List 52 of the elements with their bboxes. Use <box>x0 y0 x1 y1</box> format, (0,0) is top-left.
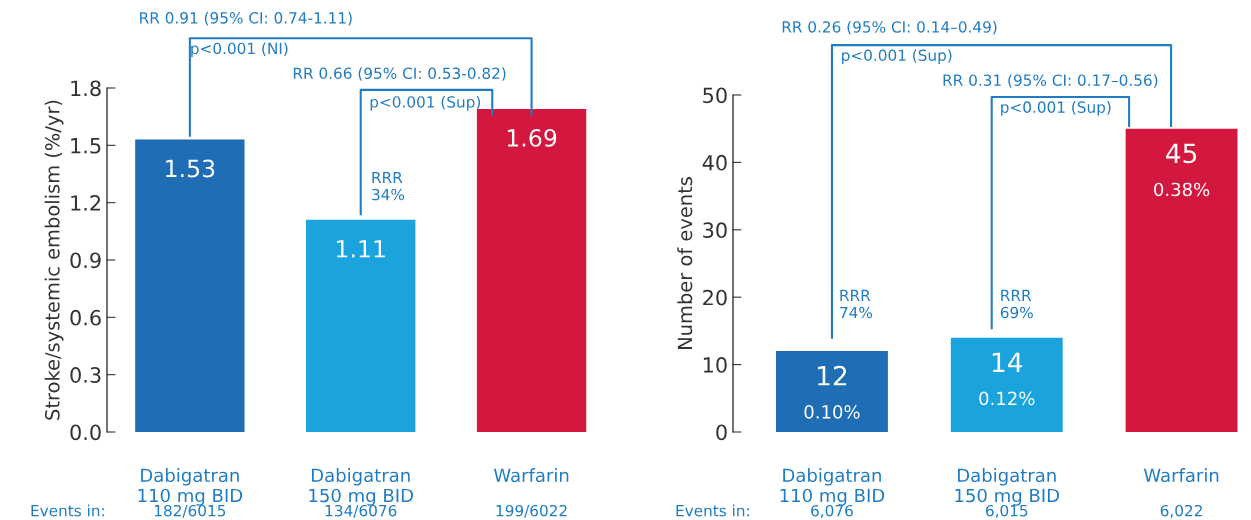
annotation: RRR 74% <box>840 289 873 319</box>
annotation: RRR 69% <box>1000 289 1033 319</box>
y-tick-label: 20 <box>703 289 727 306</box>
y-tick-label: 1.5 <box>71 138 101 154</box>
x-tick-label: Dabigatran 110 mg BID <box>780 468 885 506</box>
text: 134/6076 <box>325 504 397 518</box>
data-label: 45 0.38% <box>1154 143 1210 197</box>
y-axis-title: Number of events <box>677 177 693 349</box>
text: p<0.001 (NI) <box>191 42 288 58</box>
y-tick-label: 30 <box>703 222 727 239</box>
x-tick-label: Dabigatran 110 mg BID <box>138 468 243 506</box>
text: 6,076 <box>811 504 853 518</box>
y-tick-label: 10 <box>703 357 727 373</box>
data-label: 12 0.10% <box>804 365 860 419</box>
data-label: 1.69 <box>507 128 557 147</box>
bar <box>1125 128 1238 432</box>
data-label: 1.53 <box>166 159 215 178</box>
text: RR 0.66 (95% CI: 0.53-0.82) <box>293 67 506 81</box>
text: 6,015 <box>985 504 1028 518</box>
y-tick-label: 1.2 <box>71 195 101 211</box>
y-tick-label: 0.3 <box>70 367 101 383</box>
bar <box>950 337 1063 432</box>
annotation: p<0.001 (Sup) <box>1001 101 1111 116</box>
text: 199/6022 <box>496 504 567 518</box>
y-tick-label: 50 <box>703 87 727 104</box>
y-tick-label: 0.0 <box>70 424 101 441</box>
y-tick-label: 1.8 <box>71 80 101 97</box>
x-tick-label: Warfarin <box>493 468 569 483</box>
y-tick-label: 0.6 <box>70 309 101 326</box>
text: 6,022 <box>1160 504 1202 518</box>
text: RR 0.26 (95% CI: 0.14–0.49) <box>782 20 997 35</box>
text: Events in: <box>676 504 749 517</box>
bar <box>776 351 888 432</box>
annotation: p<0.001 (Sup) <box>370 95 481 111</box>
bar <box>135 139 245 432</box>
data-label: 14 0.12% <box>979 352 1035 406</box>
y-tick-label: 40 <box>702 154 727 171</box>
text: 182/6015 <box>154 504 226 518</box>
data-label: 1.11 <box>337 240 385 258</box>
x-tick-label: Dabigatran 150 mg BID <box>309 468 413 506</box>
x-tick-label: Warfarin <box>1143 468 1219 483</box>
x-tick-label: Dabigatran 150 mg BID <box>955 468 1059 506</box>
y-tick-label: 0 <box>716 424 727 441</box>
y-tick-label: 0.9 <box>70 252 101 269</box>
y-axis-title: Stroke/systemic embolism (%/yr) <box>44 100 64 420</box>
text: RR 0.91 (95% CI: 0.74-1.11) <box>140 11 352 26</box>
annotation: RRR 34% <box>372 171 405 201</box>
text: p<0.001 (Sup) <box>842 49 952 64</box>
bar <box>476 109 587 432</box>
bar <box>306 219 416 432</box>
text: RR 0.31 (95% CI: 0.17–0.56) <box>943 74 1158 88</box>
text: Events in: <box>31 504 104 517</box>
